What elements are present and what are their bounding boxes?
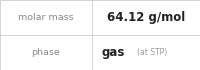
Text: phase: phase bbox=[32, 48, 60, 57]
Text: 64.12 g/mol: 64.12 g/mol bbox=[107, 11, 185, 24]
Text: gas: gas bbox=[102, 46, 125, 59]
Text: (at STP): (at STP) bbox=[137, 48, 167, 57]
Text: molar mass: molar mass bbox=[18, 13, 74, 22]
